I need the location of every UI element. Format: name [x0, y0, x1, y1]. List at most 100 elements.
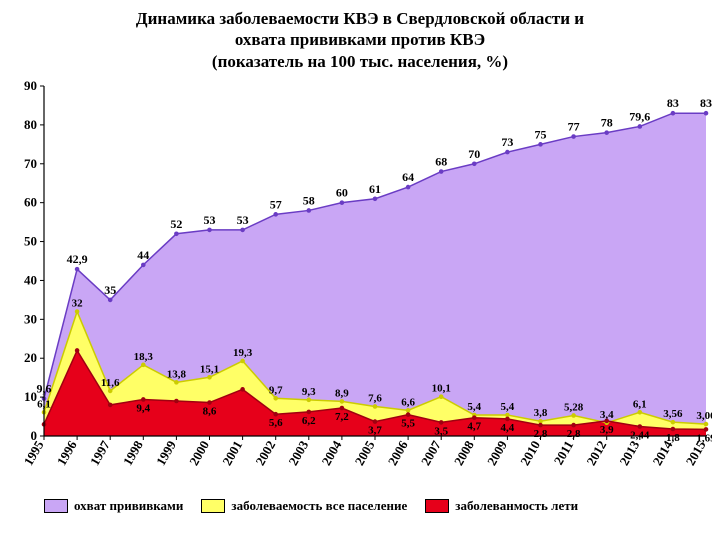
svg-text:2002: 2002: [252, 438, 278, 468]
legend-item-incidence-all: заболеваемость все паселение: [201, 498, 407, 514]
svg-text:1997: 1997: [87, 437, 113, 467]
chart-area: 0102030405060708090199519961997199819992…: [8, 76, 712, 496]
svg-text:18,3: 18,3: [134, 351, 154, 363]
svg-text:77: 77: [568, 119, 580, 133]
svg-text:61: 61: [369, 182, 381, 196]
svg-text:7,2: 7,2: [335, 411, 349, 423]
svg-text:73: 73: [501, 135, 513, 149]
svg-text:6,1: 6,1: [37, 398, 51, 410]
svg-text:60: 60: [24, 194, 37, 209]
svg-text:19,3: 19,3: [233, 347, 253, 359]
svg-text:10,1: 10,1: [432, 382, 451, 394]
svg-text:2,44: 2,44: [630, 429, 650, 441]
svg-text:11,6: 11,6: [101, 377, 120, 389]
svg-text:44: 44: [137, 248, 149, 262]
svg-text:3,06: 3,06: [696, 410, 712, 422]
svg-text:9,4: 9,4: [136, 402, 150, 414]
svg-text:83: 83: [667, 96, 679, 110]
svg-text:1996: 1996: [54, 437, 80, 467]
svg-text:2,8: 2,8: [534, 428, 548, 440]
svg-text:2006: 2006: [385, 437, 411, 467]
svg-text:32: 32: [72, 297, 84, 309]
svg-text:5,4: 5,4: [501, 401, 515, 413]
svg-text:83: 83: [700, 96, 712, 110]
svg-text:53: 53: [204, 213, 216, 227]
svg-text:53: 53: [237, 213, 249, 227]
svg-text:2008: 2008: [451, 437, 477, 467]
legend: охват прививками заболеваемость все пасе…: [8, 498, 712, 514]
svg-text:78: 78: [601, 115, 613, 129]
svg-text:3,4: 3,4: [600, 409, 614, 421]
svg-text:1998: 1998: [120, 437, 146, 467]
svg-text:2005: 2005: [352, 437, 378, 467]
svg-text:52: 52: [170, 217, 182, 231]
svg-text:5,6: 5,6: [269, 417, 283, 429]
svg-text:4,4: 4,4: [501, 422, 515, 434]
legend-item-coverage: охват прививками: [44, 498, 183, 514]
svg-text:2013: 2013: [616, 437, 642, 467]
svg-text:1995: 1995: [21, 437, 47, 467]
svg-text:2007: 2007: [418, 437, 444, 467]
svg-text:58: 58: [303, 193, 315, 207]
svg-text:2012: 2012: [583, 438, 609, 468]
svg-text:1,69: 1,69: [696, 432, 712, 444]
svg-text:3,56: 3,56: [663, 408, 683, 420]
legend-label-coverage: охват прививками: [74, 498, 183, 514]
svg-text:4,7: 4,7: [467, 420, 481, 432]
svg-text:3,9: 3,9: [600, 424, 614, 436]
svg-text:75: 75: [535, 127, 547, 141]
svg-text:90: 90: [24, 78, 37, 93]
title-line-2: охвата прививками против КВЭ: [235, 30, 485, 49]
svg-text:5,28: 5,28: [564, 401, 584, 413]
svg-text:20: 20: [24, 350, 37, 365]
legend-label-incidence-children: заболеванмость лети: [455, 498, 578, 514]
svg-text:2004: 2004: [319, 437, 345, 467]
svg-text:2009: 2009: [484, 437, 510, 467]
svg-text:35: 35: [104, 283, 116, 297]
svg-text:3,7: 3,7: [368, 424, 382, 436]
svg-text:2000: 2000: [186, 438, 212, 468]
svg-text:30: 30: [24, 311, 37, 326]
svg-text:2,8: 2,8: [567, 428, 581, 440]
svg-text:9,6: 9,6: [37, 381, 52, 395]
svg-text:64: 64: [402, 170, 414, 184]
svg-text:3,8: 3,8: [534, 407, 548, 419]
svg-text:1,8: 1,8: [666, 432, 680, 444]
svg-text:5,5: 5,5: [401, 417, 415, 429]
svg-text:50: 50: [24, 233, 37, 248]
legend-swatch-incidence-children: [425, 499, 449, 513]
svg-text:9,7: 9,7: [269, 384, 283, 396]
svg-text:80: 80: [24, 117, 37, 132]
legend-label-incidence-all: заболеваемость все паселение: [231, 498, 407, 514]
chart-title: Динамика заболеваемости КВЭ в Свердловск…: [8, 8, 712, 72]
svg-text:10: 10: [24, 389, 37, 404]
legend-swatch-coverage: [44, 499, 68, 513]
title-line-3: (показатель на 100 тыс. населения, %): [212, 52, 508, 71]
svg-text:40: 40: [24, 272, 37, 287]
legend-swatch-incidence-all: [201, 499, 225, 513]
svg-text:1999: 1999: [153, 437, 179, 467]
svg-text:68: 68: [435, 154, 447, 168]
svg-text:2011: 2011: [551, 438, 577, 467]
legend-item-incidence-children: заболеванмость лети: [425, 498, 578, 514]
svg-text:7,6: 7,6: [368, 392, 382, 404]
svg-text:8,9: 8,9: [335, 387, 349, 399]
svg-text:42,9: 42,9: [67, 252, 88, 266]
svg-text:15,1: 15,1: [200, 363, 219, 375]
svg-text:60: 60: [336, 185, 348, 199]
svg-text:2001: 2001: [219, 438, 245, 468]
svg-text:57: 57: [270, 197, 282, 211]
svg-text:79,6: 79,6: [629, 109, 650, 123]
title-line-1: Динамика заболеваемости КВЭ в Свердловск…: [136, 9, 584, 28]
svg-text:5,4: 5,4: [467, 401, 481, 413]
svg-text:3,5: 3,5: [434, 425, 448, 437]
svg-text:2003: 2003: [285, 437, 311, 467]
svg-text:6,1: 6,1: [633, 398, 647, 410]
svg-text:70: 70: [468, 147, 480, 161]
svg-text:2010: 2010: [517, 438, 543, 468]
svg-text:6,6: 6,6: [401, 396, 415, 408]
chart-svg: 0102030405060708090199519961997199819992…: [8, 76, 712, 496]
svg-text:13,8: 13,8: [167, 368, 187, 380]
svg-text:70: 70: [24, 156, 37, 171]
svg-text:8,6: 8,6: [203, 405, 217, 417]
